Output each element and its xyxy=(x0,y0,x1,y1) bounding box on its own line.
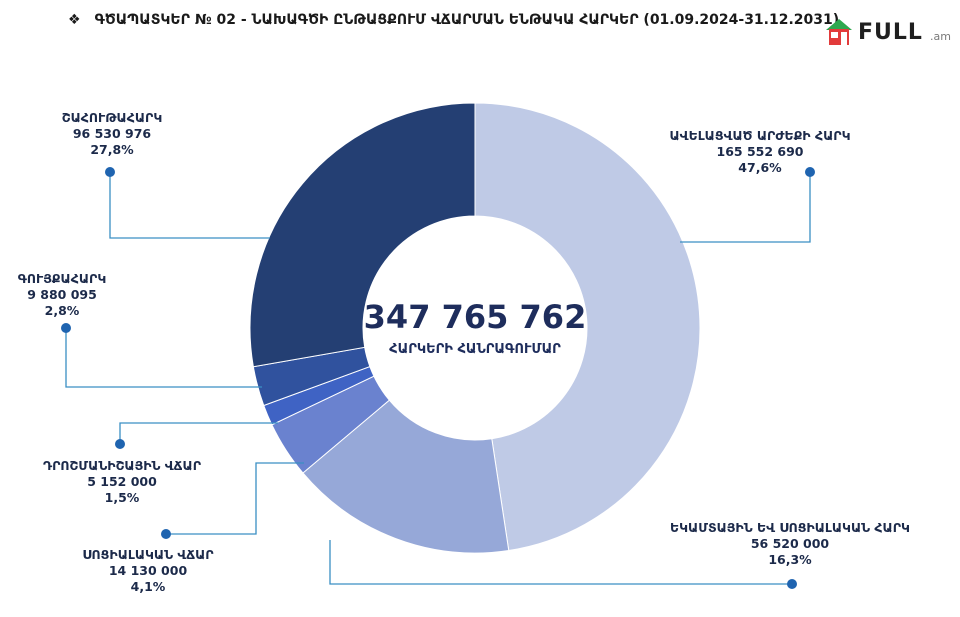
leader-social-payment xyxy=(166,462,304,535)
label-stamp-duty-name: ԴՐՈՇՄԱՆԻՇԱՅԻՆ ՎՃԱՐ xyxy=(42,458,202,473)
label-profit-tax-value: 96 530 976 xyxy=(72,126,152,141)
label-property-tax-value: 9 880 095 xyxy=(27,287,97,302)
leader-vat xyxy=(680,172,811,243)
site-logo[interactable]: FULL .am xyxy=(822,16,952,50)
label-social-payment: ՍՈՑԻԱԼԱԿԱՆ ՎՃԱՐ 14 130 000 4,1% xyxy=(82,547,213,595)
label-social-payment-name: ՍՈՑԻԱԼԱԿԱՆ ՎՃԱՐ xyxy=(82,547,214,562)
leader-social-payment-dot xyxy=(161,529,171,539)
label-stamp-duty-percent: 1,5% xyxy=(104,490,140,505)
leader-profit-tax xyxy=(109,172,270,239)
leader-stamp-duty-dot xyxy=(115,439,125,449)
logo-text: FULL xyxy=(858,20,923,45)
donut-slices xyxy=(249,102,701,554)
title-bullet: ❖ xyxy=(68,12,81,28)
label-social-payment-percent: 4,1% xyxy=(130,579,166,594)
label-vat: ԱՎԵԼԱՑՎԱԾ ԱՐԺԵՔԻ ՀԱՐԿ 165 552 690 47,6% xyxy=(669,128,850,176)
label-profit-tax-name: ՇԱՀՈՒԹԱՀԱՐԿ xyxy=(61,110,163,125)
label-profit-tax: ՇԱՀՈՒԹԱՀԱՐԿ 96 530 976 27,8% xyxy=(62,110,163,158)
title-text: ԳԾԱՊԱՏԿԵՐ № 02 - ՆԱԽԱԳԾԻ ԸՆԹԱՑՔՈՒՄ ՎՃԱՐՄ… xyxy=(94,12,840,28)
leader-property-tax-dot xyxy=(61,323,71,333)
label-income-tax-percent: 16,3% xyxy=(768,552,812,567)
label-property-tax-name: ԳՈՒՅՔԱՀԱՐԿ xyxy=(17,271,107,286)
label-vat-percent: 47,6% xyxy=(738,160,782,175)
chart-title: ❖ ԳԾԱՊԱՏԿԵՐ № 02 - ՆԱԽԱԳԾԻ ԸՆԹԱՑՔՈՒՄ ՎՃԱՐ… xyxy=(68,12,888,28)
leader-lines xyxy=(61,167,815,589)
leader-income-tax-dot xyxy=(787,579,797,589)
label-income-tax-name: ԵԿԱՄՏԱՅԻՆ ԵՎ ՍՈՑԻԱԼԱԿԱՆ ՀԱՐԿ xyxy=(670,520,910,535)
center-label: ՀԱՐԿԵՐԻ ՀԱՆՐԱԳՈՒՄԱՐ xyxy=(389,342,561,357)
label-vat-name: ԱՎԵԼԱՑՎԱԾ ԱՐԺԵՔԻ ՀԱՐԿ xyxy=(669,128,851,143)
house-logo-icon xyxy=(826,19,852,45)
label-profit-tax-percent: 27,8% xyxy=(90,142,134,157)
donut-hole xyxy=(363,216,587,440)
leader-income-tax xyxy=(329,540,792,585)
label-vat-value: 165 552 690 xyxy=(716,144,804,159)
label-income-tax-value: 56 520 000 xyxy=(750,536,830,551)
leader-stamp-duty xyxy=(119,422,278,444)
label-property-tax-percent: 2,8% xyxy=(44,303,80,318)
leader-profit-tax-dot xyxy=(105,167,115,177)
center-total: 347 765 762 xyxy=(363,298,587,336)
label-social-payment-value: 14 130 000 xyxy=(108,563,188,578)
logo-domain: .am xyxy=(930,30,951,43)
leader-property-tax xyxy=(65,328,262,388)
label-stamp-duty: ԴՐՈՇՄԱՆԻՇԱՅԻՆ ՎՃԱՐ 5 152 000 1,5% xyxy=(43,458,201,506)
leader-vat-dot xyxy=(805,167,815,177)
label-stamp-duty-value: 5 152 000 xyxy=(87,474,157,489)
label-property-tax: ԳՈՒՅՔԱՀԱՐԿ 9 880 095 2,8% xyxy=(18,271,106,319)
label-income-tax: ԵԿԱՄՏԱՅԻՆ ԵՎ ՍՈՑԻԱԼԱԿԱՆ ՀԱՐԿ 56 520 000 … xyxy=(670,520,910,568)
